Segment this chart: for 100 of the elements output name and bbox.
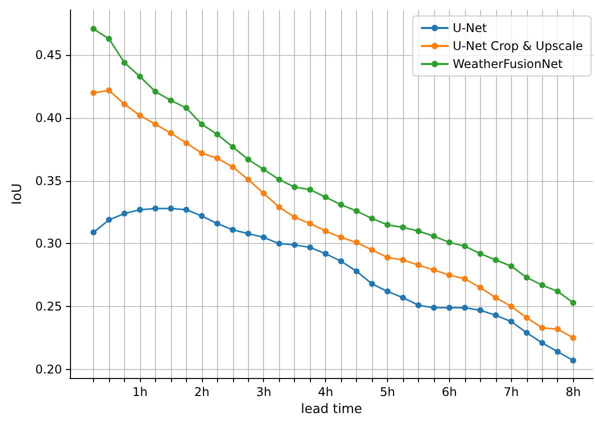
point [338,234,344,240]
point [492,294,499,301]
point [276,176,282,183]
point [183,140,190,146]
point [369,280,376,287]
point [524,314,530,321]
legend-label: U-Net Crop & Upscale [452,39,584,53]
point [492,312,499,318]
point [136,206,143,213]
point [276,240,282,247]
point [430,304,437,311]
point [477,250,484,257]
point [446,239,452,246]
point [183,206,190,213]
x-tick-label: 7h [504,385,519,400]
legend-label: WeatherFusionNet [452,57,563,71]
point [307,244,314,250]
x-axis-title: lead time [300,402,362,417]
point [415,228,422,234]
point [121,60,128,66]
point [307,186,314,193]
point [121,210,128,217]
point [152,206,158,212]
point [400,224,406,230]
point [230,226,236,233]
point [168,206,174,212]
point [384,222,391,228]
point [477,307,484,314]
point [384,254,391,260]
point [136,74,143,80]
y-tick-label: 0.25 [35,299,62,314]
point [90,90,97,96]
point [260,166,267,173]
point [106,216,112,223]
point [121,101,128,108]
y-tick-label: 0.45 [35,48,62,62]
point [369,216,376,222]
y-axis-title: IoU [10,183,25,205]
point [508,318,514,325]
x-tick-label: 2h [194,385,210,400]
y-tick-label: 0.35 [35,174,62,188]
point [292,214,298,220]
point [230,144,236,150]
point [354,208,360,214]
x-tick-label: 5h [380,385,396,400]
y-tick-label: 0.40 [35,111,62,126]
point [245,176,252,183]
point [477,284,484,291]
point [106,87,112,94]
point [508,303,514,310]
x-tick-label: 3h [256,385,272,400]
point [554,348,561,355]
point [183,104,190,111]
point [168,97,174,104]
point [198,121,205,128]
point [524,330,530,336]
point [400,257,406,264]
point [508,263,514,270]
point [570,358,576,364]
point [539,282,546,288]
point [322,250,329,257]
point [168,130,174,136]
point [524,274,530,281]
point [338,258,344,264]
point [400,294,406,301]
x-tick-label: 4h [318,385,334,400]
point [554,326,561,332]
point [430,233,437,240]
point [245,156,252,162]
point [570,334,576,341]
point [462,243,468,250]
point [198,150,205,156]
point [570,300,576,306]
point [354,268,360,274]
point [230,164,236,170]
point [446,304,452,311]
point [415,302,422,308]
point [198,213,205,220]
point [90,229,97,236]
x-tick-label: 6h [442,385,458,400]
point [354,239,360,246]
point [322,228,329,234]
y-tick-label: 0.20 [35,362,62,376]
point [384,288,391,294]
point [539,324,546,331]
point [245,230,252,237]
point [136,112,143,119]
point [307,220,314,227]
point [415,262,422,268]
point [260,190,267,196]
point [152,121,158,128]
x-tick-label: 8h [566,385,581,400]
point [276,204,282,210]
point [214,131,220,138]
point [292,242,298,248]
point [446,272,452,278]
y-tick-label: 0.30 [35,236,62,251]
point [214,220,220,227]
point [106,36,112,42]
point [492,257,499,264]
